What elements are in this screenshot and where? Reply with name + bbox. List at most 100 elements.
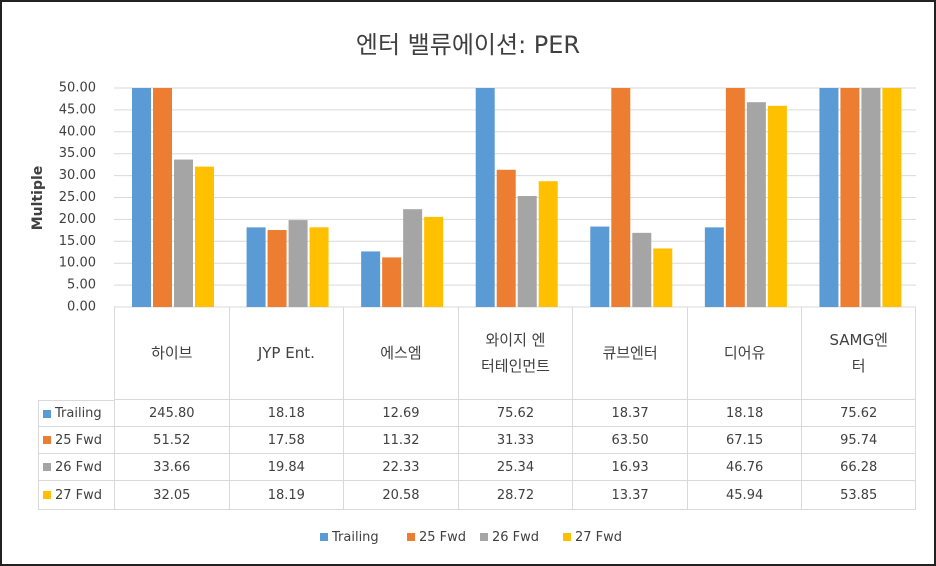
bar (361, 251, 381, 307)
category-label: 하이브 (114, 307, 229, 400)
y-tick-label: 40.00 (59, 124, 96, 139)
legend-item: Trailing (320, 528, 379, 546)
table-value: 12.69 (343, 400, 458, 427)
y-tick-label: 45.00 (59, 102, 96, 117)
bar (840, 88, 860, 307)
table-value: 33.66 (114, 454, 229, 481)
table-series-header: 27 Fwd (38, 481, 114, 510)
legend-text: 27 Fwd (575, 529, 623, 545)
category-label: 와이지 엔터테인먼트 (457, 307, 573, 400)
legend-swatch (320, 533, 328, 541)
bar (611, 88, 631, 308)
bar (174, 159, 193, 307)
legend-swatch (407, 533, 415, 541)
legend-text: Trailing (55, 406, 102, 421)
table-value: 95.74 (801, 427, 916, 454)
y-tick-label: 10.00 (59, 256, 96, 271)
table-value: 31.33 (457, 427, 573, 454)
legend-text: 26 Fwd (492, 529, 540, 545)
bar (288, 220, 308, 307)
table-value: 13.37 (572, 481, 687, 510)
category-label: 큐브엔터 (572, 307, 687, 400)
y-tick-label: 0.00 (67, 300, 96, 315)
bar (819, 88, 839, 308)
bar (424, 216, 444, 307)
bar (704, 227, 724, 307)
legend-swatch (480, 533, 488, 541)
bar (309, 227, 329, 307)
y-axis-label: Multiple (30, 166, 46, 231)
table-value: 16.93 (572, 454, 687, 481)
table-value: 18.37 (572, 400, 687, 427)
y-tick-label: 50.00 (59, 81, 96, 96)
legend-item: 26 Fwd (480, 528, 539, 546)
table-value: 46.76 (686, 454, 802, 481)
legend-swatch (563, 533, 571, 541)
bar (517, 196, 537, 307)
table-value: 17.58 (228, 427, 344, 454)
bar (861, 88, 881, 307)
bar (725, 88, 745, 308)
bars (132, 88, 902, 308)
table-value: 19.84 (228, 454, 344, 481)
category-label: SAMG엔터 (801, 307, 916, 400)
table-value: 75.62 (457, 400, 573, 427)
table-value: 11.32 (343, 427, 458, 454)
legend-swatch (43, 436, 51, 444)
legend-text: 27 Fwd (55, 487, 103, 503)
bar (496, 169, 516, 307)
chart-title: 엔터 밸류에이션: PER (356, 31, 580, 59)
bar (267, 229, 287, 307)
table-value: 53.85 (801, 481, 916, 510)
legend-item: 27 Fwd (563, 528, 622, 546)
table-value: 45.94 (686, 481, 802, 510)
table-value: 18.19 (228, 481, 344, 510)
table-value: 66.28 (801, 454, 916, 481)
bar (132, 88, 151, 307)
legend-swatch (43, 491, 51, 499)
bar (382, 257, 402, 307)
table-value: 18.18 (228, 400, 344, 427)
bar (653, 248, 673, 307)
legend-text: Trailing (332, 529, 379, 545)
bar (195, 166, 214, 307)
bar (882, 88, 902, 308)
table-series-header: 25 Fwd (38, 427, 114, 454)
table-series-header: 26 Fwd (38, 454, 114, 481)
category-label: 에스엠 (343, 307, 458, 400)
legend-text: 25 Fwd (419, 529, 467, 545)
y-tick-label: 30.00 (59, 168, 96, 183)
bar (767, 105, 787, 307)
bar (590, 226, 610, 307)
legend-swatch (43, 409, 51, 418)
y-tick-label: 15.00 (59, 234, 96, 249)
table-value: 32.05 (114, 481, 229, 510)
table-value: 20.58 (343, 481, 458, 510)
legend-text: 26 Fwd (55, 459, 103, 475)
bar (475, 88, 495, 308)
category-label: 디어유 (686, 307, 802, 400)
y-tick-label: 5.00 (67, 278, 96, 293)
bar (632, 232, 652, 307)
bar (403, 209, 423, 307)
bar (538, 181, 558, 307)
y-tick-label: 35.00 (59, 146, 96, 161)
table-value: 28.72 (457, 481, 573, 510)
table-value: 25.34 (457, 454, 573, 481)
legend-item: 25 Fwd (407, 528, 466, 546)
table-value: 18.18 (686, 400, 802, 427)
legend-swatch (43, 463, 51, 471)
category-label: JYP Ent. (228, 307, 344, 400)
bar (246, 227, 266, 307)
y-tick-label: 20.00 (59, 212, 96, 227)
bar (746, 102, 766, 308)
legend-text: 25 Fwd (55, 432, 103, 448)
table-value: 51.52 (114, 427, 229, 454)
table-value: 22.33 (343, 454, 458, 481)
y-tick-label: 25.00 (59, 190, 96, 205)
table-value: 245.80 (114, 400, 229, 427)
table-value: 67.15 (686, 427, 802, 454)
table-value: 75.62 (801, 400, 916, 427)
